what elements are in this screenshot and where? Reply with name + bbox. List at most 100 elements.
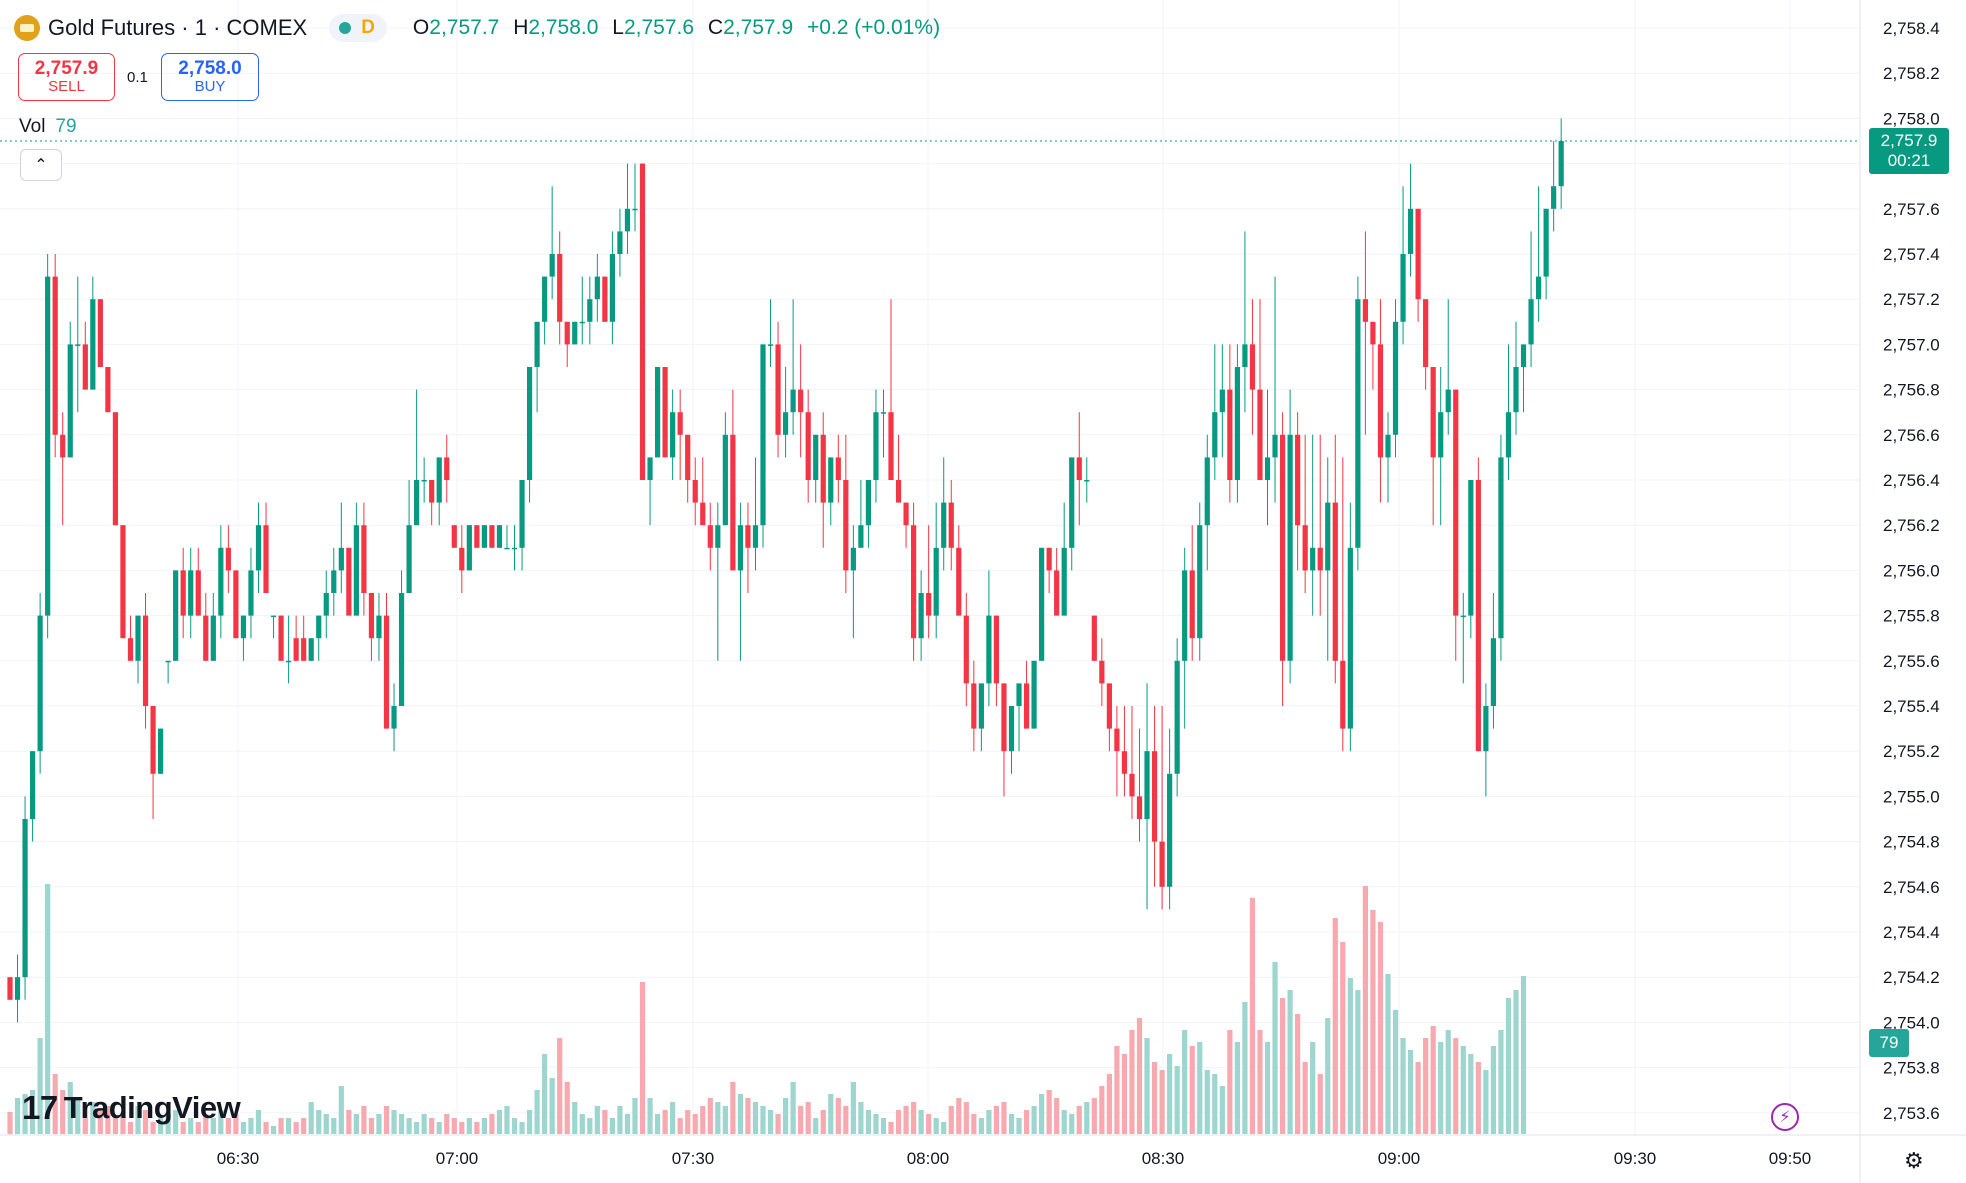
open-label: O — [412, 16, 430, 39]
candle-body — [865, 480, 872, 526]
candle — [549, 186, 555, 300]
volume-bar — [542, 1054, 548, 1134]
candle — [1167, 728, 1173, 910]
collapse-legend-button[interactable]: ⌃ — [20, 149, 62, 181]
volume-bar — [1189, 1046, 1195, 1134]
spread-value: 0.1 — [127, 69, 148, 86]
volume-bar — [760, 1106, 766, 1134]
candle — [1505, 344, 1512, 480]
candle — [301, 615, 307, 661]
candle — [1340, 457, 1346, 752]
candle-body — [1385, 434, 1391, 458]
candle-body — [1039, 547, 1045, 661]
volume-bar — [933, 1118, 939, 1134]
candle — [1174, 638, 1180, 797]
symbol-title[interactable]: Gold Futures · 1 · COMEX — [48, 15, 308, 40]
candle-body — [685, 434, 691, 480]
data-status-pill[interactable]: D — [329, 14, 387, 42]
volume-bar — [451, 1118, 457, 1134]
candle — [843, 434, 849, 593]
candle — [594, 254, 600, 322]
volume-bar — [609, 1118, 615, 1134]
volume-bar — [120, 1114, 126, 1134]
candle-body — [293, 638, 299, 661]
candle-body — [67, 344, 73, 458]
volume-bar — [1136, 1018, 1143, 1134]
volume-bar — [60, 1090, 66, 1134]
volume-bar — [1046, 1090, 1052, 1134]
volume-bar — [1453, 1038, 1459, 1134]
candle-body — [858, 525, 864, 548]
candle — [692, 457, 698, 526]
candle — [120, 525, 126, 639]
candle-body — [1543, 208, 1549, 277]
candle-body — [1453, 389, 1459, 616]
volume-bar — [1400, 1038, 1406, 1134]
candle-body — [828, 457, 834, 503]
buy-button[interactable]: 2,758.0 BUY — [161, 53, 259, 101]
candle — [293, 615, 299, 661]
candle — [142, 593, 149, 729]
candle — [361, 502, 367, 616]
volume-bar — [1468, 1054, 1474, 1134]
candle-body — [632, 208, 638, 211]
volume-bar — [1076, 1106, 1082, 1134]
volume-bar — [617, 1106, 623, 1134]
settings-gear-icon[interactable]: ⚙ — [1904, 1148, 1924, 1173]
candle-body — [361, 525, 367, 593]
candle — [1106, 683, 1112, 752]
candle-body — [481, 525, 487, 548]
candle — [873, 389, 879, 503]
volume-bar — [579, 1114, 585, 1134]
candle — [805, 389, 811, 503]
sell-button[interactable]: 2,757.9 SELL — [18, 53, 115, 101]
candle-body — [564, 321, 570, 345]
candle — [481, 525, 487, 548]
volume-bar — [594, 1106, 600, 1134]
candle-body — [873, 412, 879, 480]
candle-body — [1069, 457, 1075, 548]
candle-body — [1212, 412, 1218, 458]
tradingview-logo[interactable]: 17 TradingView — [22, 1089, 241, 1127]
volume-bar — [489, 1114, 495, 1134]
volume-bar — [1001, 1102, 1007, 1134]
candle — [685, 434, 691, 503]
candle — [828, 457, 834, 526]
tradingview-wordmark: TradingView — [63, 1090, 241, 1125]
candle-body — [1407, 208, 1414, 254]
volume-bar — [978, 1118, 984, 1134]
candle-body — [918, 593, 924, 639]
candle — [1159, 706, 1165, 910]
lightning-icon[interactable]: ⚡ — [1771, 1103, 1799, 1131]
candle-body — [346, 547, 352, 616]
candle-body — [1264, 457, 1271, 480]
volume-legend: Vol 79 — [19, 116, 77, 138]
volume-bar — [1430, 1026, 1436, 1134]
candle — [1016, 683, 1022, 752]
candle — [391, 683, 397, 752]
candle-body — [1430, 367, 1436, 458]
candle-body — [654, 367, 661, 458]
volume-bar — [391, 1110, 397, 1134]
volume-bar — [685, 1110, 691, 1134]
candle-body — [1061, 547, 1067, 616]
candle — [564, 321, 570, 367]
candle — [1136, 728, 1143, 842]
candle-body — [459, 547, 465, 571]
candle-body — [1091, 615, 1097, 661]
volume-bar — [707, 1098, 713, 1134]
candle — [1551, 141, 1557, 232]
candle-body — [1392, 321, 1399, 435]
volume-bar — [534, 1090, 540, 1134]
candle-body — [444, 457, 450, 480]
candle — [1061, 502, 1067, 616]
volume-bar — [1377, 922, 1384, 1134]
candle-body — [398, 593, 405, 706]
volume-bar — [835, 1098, 841, 1134]
candle-body — [240, 615, 247, 639]
candle — [1415, 208, 1421, 322]
candle — [835, 434, 841, 503]
volume-bar — [7, 1112, 13, 1134]
low-label: L — [612, 16, 624, 39]
